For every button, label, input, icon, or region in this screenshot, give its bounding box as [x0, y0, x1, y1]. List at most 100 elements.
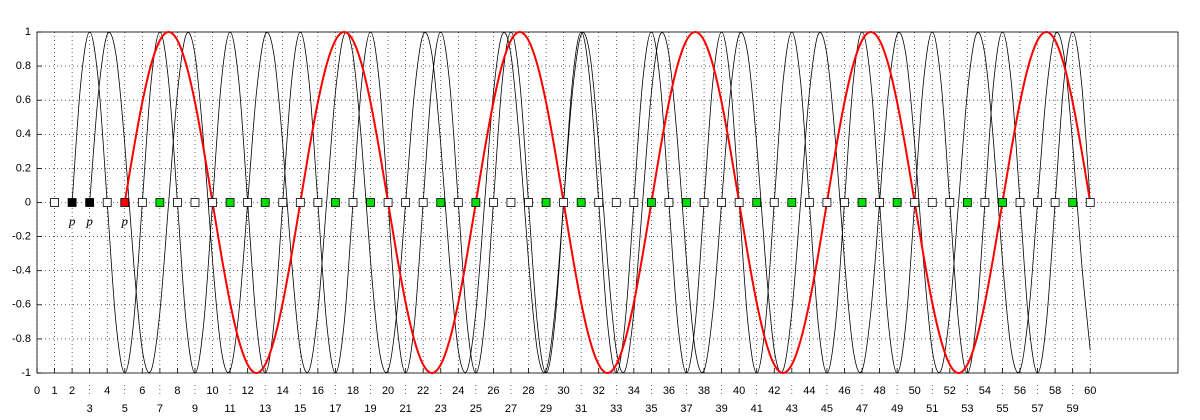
marker: [910, 198, 920, 207]
x-tick-label: 26: [487, 385, 499, 397]
x-tick-label: 56: [1014, 385, 1026, 397]
x-tick-label: 27: [505, 403, 517, 415]
x-tick-label: 8: [174, 385, 180, 397]
marker: [945, 198, 955, 207]
marker: [804, 198, 814, 207]
x-tick-label: 29: [540, 403, 552, 415]
x-tick-label: 9: [192, 403, 198, 415]
marker: [383, 198, 393, 207]
marker: [559, 198, 569, 207]
marker: [85, 198, 95, 207]
marker: [331, 198, 340, 207]
marker: [313, 198, 323, 207]
marker: [436, 198, 446, 207]
x-tick-label: 44: [803, 385, 815, 397]
x-tick-label: 42: [768, 385, 780, 397]
y-tick-label: -0.4: [12, 265, 31, 277]
marker: [243, 198, 253, 207]
y-tick-label: 0: [25, 196, 31, 208]
line-series: [123, 30, 1092, 375]
x-tick-label: 3: [87, 403, 93, 415]
x-tick-label: 41: [751, 403, 763, 415]
x-tick-label: 47: [856, 403, 868, 415]
x-tick-label: 21: [400, 403, 412, 415]
x-tick-label: 2: [69, 385, 75, 397]
marker: [769, 198, 779, 207]
marker: [401, 198, 411, 207]
x-tick-label: 1: [51, 385, 57, 397]
x-tick-label: 14: [277, 385, 289, 397]
annotation: p: [68, 213, 76, 228]
x-tick-label: 31: [575, 403, 587, 415]
marker: [208, 198, 217, 207]
marker: [857, 198, 867, 207]
marker: [664, 198, 674, 207]
marker: [734, 198, 744, 207]
x-tick-label: 7: [157, 403, 163, 415]
x-tick-label: 48: [873, 385, 885, 397]
marker: [717, 198, 726, 207]
x-tick-label: 11: [224, 403, 235, 415]
marker: [102, 198, 112, 207]
x-tick-label: 25: [470, 403, 482, 415]
x-tick-label: 23: [435, 403, 447, 415]
x-tick-label: 33: [610, 403, 622, 415]
x-tick-label: 60: [1084, 385, 1096, 397]
marker: [1068, 198, 1078, 207]
line-series: [71, 31, 1091, 374]
marker: [646, 198, 656, 207]
marker: [980, 198, 990, 207]
x-tick-label: 50: [909, 385, 921, 397]
x-tick-label: 49: [891, 403, 903, 415]
marker: [488, 198, 498, 207]
marker: [1015, 198, 1025, 207]
marker: [927, 198, 937, 207]
marker: [173, 198, 182, 207]
y-tick-label: -1: [21, 367, 31, 379]
y-tick-label: 0.8: [16, 60, 31, 72]
annotation: p: [85, 213, 93, 228]
x-tick-label: 32: [593, 385, 605, 397]
x-tick-label: 51: [926, 403, 938, 415]
marker: [699, 198, 709, 207]
marker: [137, 198, 147, 207]
x-tick-label: 45: [821, 403, 833, 415]
x-tick-label: 58: [1049, 385, 1061, 397]
x-tick-label: 13: [259, 403, 271, 415]
y-tick-label: 0.2: [16, 162, 31, 174]
x-tick-label: 40: [733, 385, 745, 397]
y-tick-label: 1: [25, 26, 31, 38]
y-tick-label: -0.6: [12, 299, 31, 311]
x-tick-label: 6: [139, 385, 145, 397]
x-tick-label: 52: [944, 385, 956, 397]
x-tick-label: 17: [329, 403, 341, 415]
x-tick-label: 57: [1031, 403, 1043, 415]
y-tick-label: -0.2: [12, 231, 31, 243]
marker: [629, 198, 639, 207]
x-tick-label: 22: [417, 385, 429, 397]
marker: [225, 198, 235, 207]
x-tick-label: 12: [242, 385, 254, 397]
x-tick-label: 46: [838, 385, 850, 397]
marker: [1085, 198, 1095, 207]
x-tick-label: 20: [382, 385, 394, 397]
x-tick-label: 39: [715, 403, 727, 415]
marker: [67, 198, 77, 207]
marker: [348, 198, 358, 207]
x-tick-label: 4: [104, 385, 110, 397]
marker: [822, 198, 832, 207]
marker: [1050, 198, 1060, 207]
x-tick-label: 0: [34, 385, 40, 397]
marker: [752, 198, 762, 207]
x-tick-label: 43: [786, 403, 798, 415]
marker: [541, 198, 551, 207]
x-tick-label: 28: [522, 385, 534, 397]
x-tick-label: 10: [206, 385, 218, 397]
x-tick-label: 24: [452, 385, 464, 397]
marker: [418, 198, 428, 207]
marker: [787, 198, 797, 207]
marker: [366, 198, 375, 207]
marker: [260, 198, 270, 207]
